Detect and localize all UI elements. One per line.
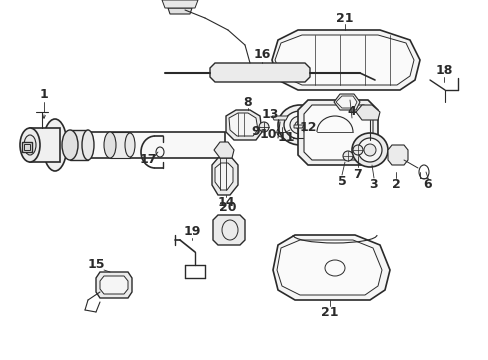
Polygon shape [168,8,192,14]
Polygon shape [214,142,234,158]
Polygon shape [212,158,238,195]
Ellipse shape [294,121,305,129]
Text: 16: 16 [253,49,270,62]
Ellipse shape [43,119,67,171]
Polygon shape [293,125,304,128]
Polygon shape [70,130,88,160]
Text: 11: 11 [277,131,294,144]
Polygon shape [333,94,359,110]
Ellipse shape [357,138,381,162]
Text: 4: 4 [347,105,356,118]
Text: 10: 10 [259,129,276,141]
Polygon shape [297,100,377,165]
Text: 7: 7 [353,168,362,181]
Ellipse shape [104,132,116,158]
Polygon shape [209,63,309,82]
Text: 18: 18 [434,63,452,77]
Polygon shape [30,128,60,162]
Text: 6: 6 [423,179,431,192]
Polygon shape [100,276,128,294]
Polygon shape [110,132,130,158]
Polygon shape [162,0,198,8]
Text: 8: 8 [243,95,252,108]
Polygon shape [304,105,372,160]
Text: 21: 21 [336,12,353,24]
Polygon shape [274,35,413,85]
Ellipse shape [284,111,315,139]
Polygon shape [24,144,30,150]
Text: 15: 15 [87,258,104,271]
Text: 1: 1 [40,89,48,102]
Text: 2: 2 [391,179,400,192]
Polygon shape [355,105,379,120]
Polygon shape [55,132,224,158]
Polygon shape [387,145,407,165]
Ellipse shape [259,122,268,132]
Text: 19: 19 [183,225,200,238]
Polygon shape [271,30,419,90]
Ellipse shape [278,105,321,145]
Polygon shape [22,142,32,152]
Polygon shape [335,96,356,108]
Ellipse shape [20,128,40,162]
Polygon shape [213,215,244,245]
Polygon shape [215,163,232,190]
Polygon shape [271,116,287,120]
Polygon shape [272,235,389,300]
Text: 13: 13 [261,108,278,121]
Ellipse shape [351,133,387,167]
Polygon shape [276,240,381,295]
Ellipse shape [342,151,352,161]
Ellipse shape [62,130,78,160]
Text: 12: 12 [299,121,316,135]
Text: 17: 17 [139,153,157,166]
Ellipse shape [363,144,375,156]
Text: 5: 5 [337,175,346,189]
Text: 21: 21 [321,306,338,319]
Ellipse shape [24,135,36,155]
Text: 3: 3 [369,179,378,192]
Ellipse shape [352,145,362,155]
Ellipse shape [289,116,309,134]
Polygon shape [96,272,132,298]
Ellipse shape [276,127,286,137]
Text: 20: 20 [219,202,236,215]
Ellipse shape [125,133,135,157]
Ellipse shape [82,130,94,160]
Polygon shape [225,110,262,140]
Text: 9: 9 [251,126,260,139]
Polygon shape [228,113,258,136]
Text: 14: 14 [217,197,234,210]
